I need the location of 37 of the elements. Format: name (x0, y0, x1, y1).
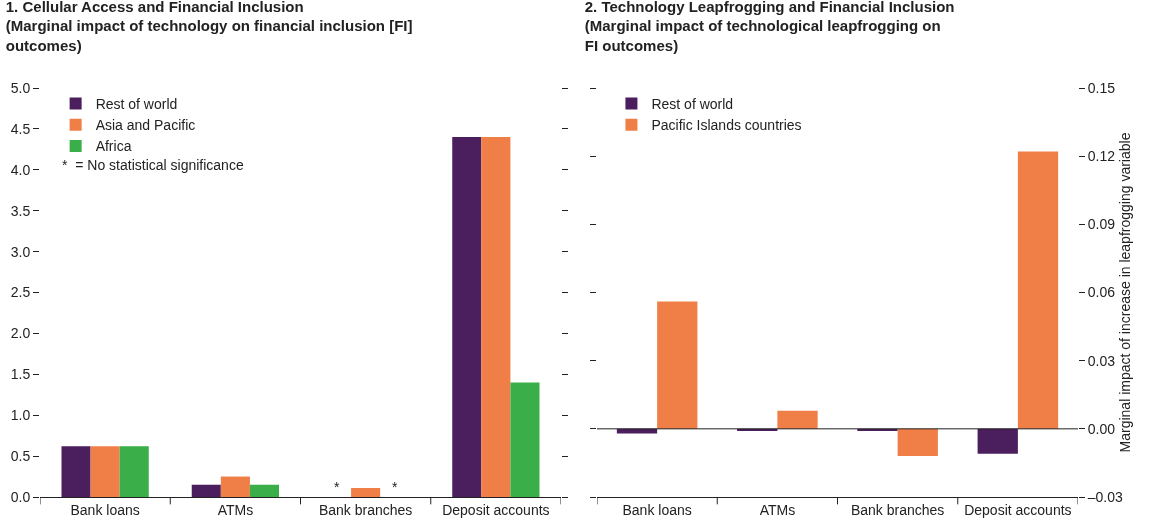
x-tick-label: Deposit accounts (442, 501, 550, 518)
chart-title: 1. Cellular Access and Financial Inclusion (Marginal impact of technology on financial inclusion [FI] outcomes) (5, 0, 413, 54)
y2-tick-label: 0.12 (1087, 148, 1116, 165)
y-tick-label: 2.0 (10, 325, 31, 342)
y-tick-label: 2.5 (10, 284, 31, 301)
x-tick-label: Bank branches (850, 501, 945, 518)
x-tick-label: ATMs (217, 501, 254, 518)
y2-tick-label: 0.15 (1087, 79, 1116, 96)
chart-title: 2. Technology Leapfrogging and Financial Inclusion (Marginal impact of technological leapfrogging on FI outcomes) (584, 0, 955, 54)
y2-tick-label: 0.06 (1087, 284, 1116, 301)
legend-label: Rest of world (95, 96, 178, 113)
y-tick-label: 0.0 (10, 488, 31, 505)
y-tick-label: 4.5 (10, 120, 31, 137)
x-tick-label: Bank branches (318, 501, 413, 518)
y2-axis-title: Marginal impact of increase in leapfrogging variable (1117, 132, 1134, 453)
annotation: * (392, 479, 398, 495)
x-tick-label: Bank loans (70, 501, 140, 518)
legend-label: Pacific Islands countries (651, 117, 802, 134)
y-tick-label: 1.0 (10, 407, 31, 424)
y2-tick-label: –0.03 (1087, 488, 1124, 505)
legend-label: Rest of world (651, 96, 734, 113)
y-tick-label: 0.5 (10, 448, 31, 464)
y-tick-label: 1.5 (10, 366, 31, 383)
legend-label: Asia and Pacific (95, 117, 196, 134)
annotation: * = No statistical significance (62, 157, 244, 173)
y-tick-label: 3.0 (10, 243, 31, 260)
legend-label: Africa (95, 138, 132, 155)
x-tick-label: ATMs (759, 501, 796, 518)
x-tick-label: Bank loans (622, 501, 692, 518)
y-tick-label: 5.0 (10, 79, 31, 96)
y2-tick-label: 0.00 (1087, 420, 1116, 437)
y2-tick-label: 0.03 (1087, 352, 1116, 369)
x-tick-label: Deposit accounts (964, 501, 1072, 518)
annotation: * (334, 479, 340, 495)
y-tick-label: 4.0 (10, 161, 31, 178)
y-tick-label: 3.5 (10, 202, 31, 219)
y2-tick-label: 0.09 (1087, 216, 1116, 233)
